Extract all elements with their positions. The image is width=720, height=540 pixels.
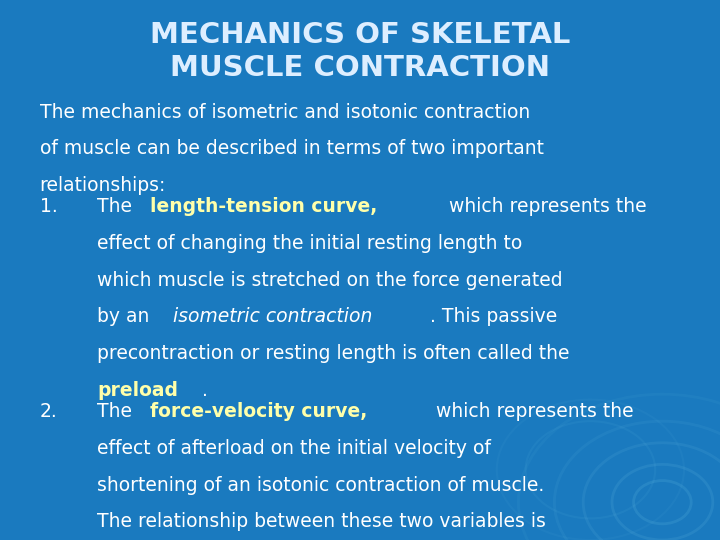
Text: shortening of an isotonic contraction of muscle.: shortening of an isotonic contraction of… — [97, 476, 544, 495]
Text: The: The — [97, 197, 138, 216]
Text: MECHANICS OF SKELETAL: MECHANICS OF SKELETAL — [150, 21, 570, 49]
Text: 2.: 2. — [40, 402, 58, 421]
Text: effect of changing the initial resting length to: effect of changing the initial resting l… — [97, 234, 523, 253]
Text: . This passive: . This passive — [430, 307, 557, 326]
Text: .: . — [202, 381, 207, 400]
Text: effect of afterload on the initial velocity of: effect of afterload on the initial veloc… — [97, 439, 491, 458]
Text: length-tension curve,: length-tension curve, — [150, 197, 377, 216]
Text: which represents the: which represents the — [444, 197, 647, 216]
Text: The relationship between these two variables is: The relationship between these two varia… — [97, 512, 546, 531]
Text: precontraction or resting length is often called the: precontraction or resting length is ofte… — [97, 344, 570, 363]
Text: of muscle can be described in terms of two important: of muscle can be described in terms of t… — [40, 139, 544, 158]
Text: preload: preload — [97, 381, 179, 400]
Text: which represents the: which represents the — [431, 402, 634, 421]
Text: which muscle is stretched on the force generated: which muscle is stretched on the force g… — [97, 271, 563, 289]
Text: by an: by an — [97, 307, 156, 326]
Text: MUSCLE CONTRACTION: MUSCLE CONTRACTION — [170, 53, 550, 82]
Text: 1.: 1. — [40, 197, 58, 216]
Text: The: The — [97, 402, 138, 421]
Text: relationships:: relationships: — [40, 176, 166, 195]
Text: force-velocity curve,: force-velocity curve, — [150, 402, 367, 421]
Text: isometric contraction: isometric contraction — [173, 307, 372, 326]
Text: The mechanics of isometric and isotonic contraction: The mechanics of isometric and isotonic … — [40, 103, 530, 122]
